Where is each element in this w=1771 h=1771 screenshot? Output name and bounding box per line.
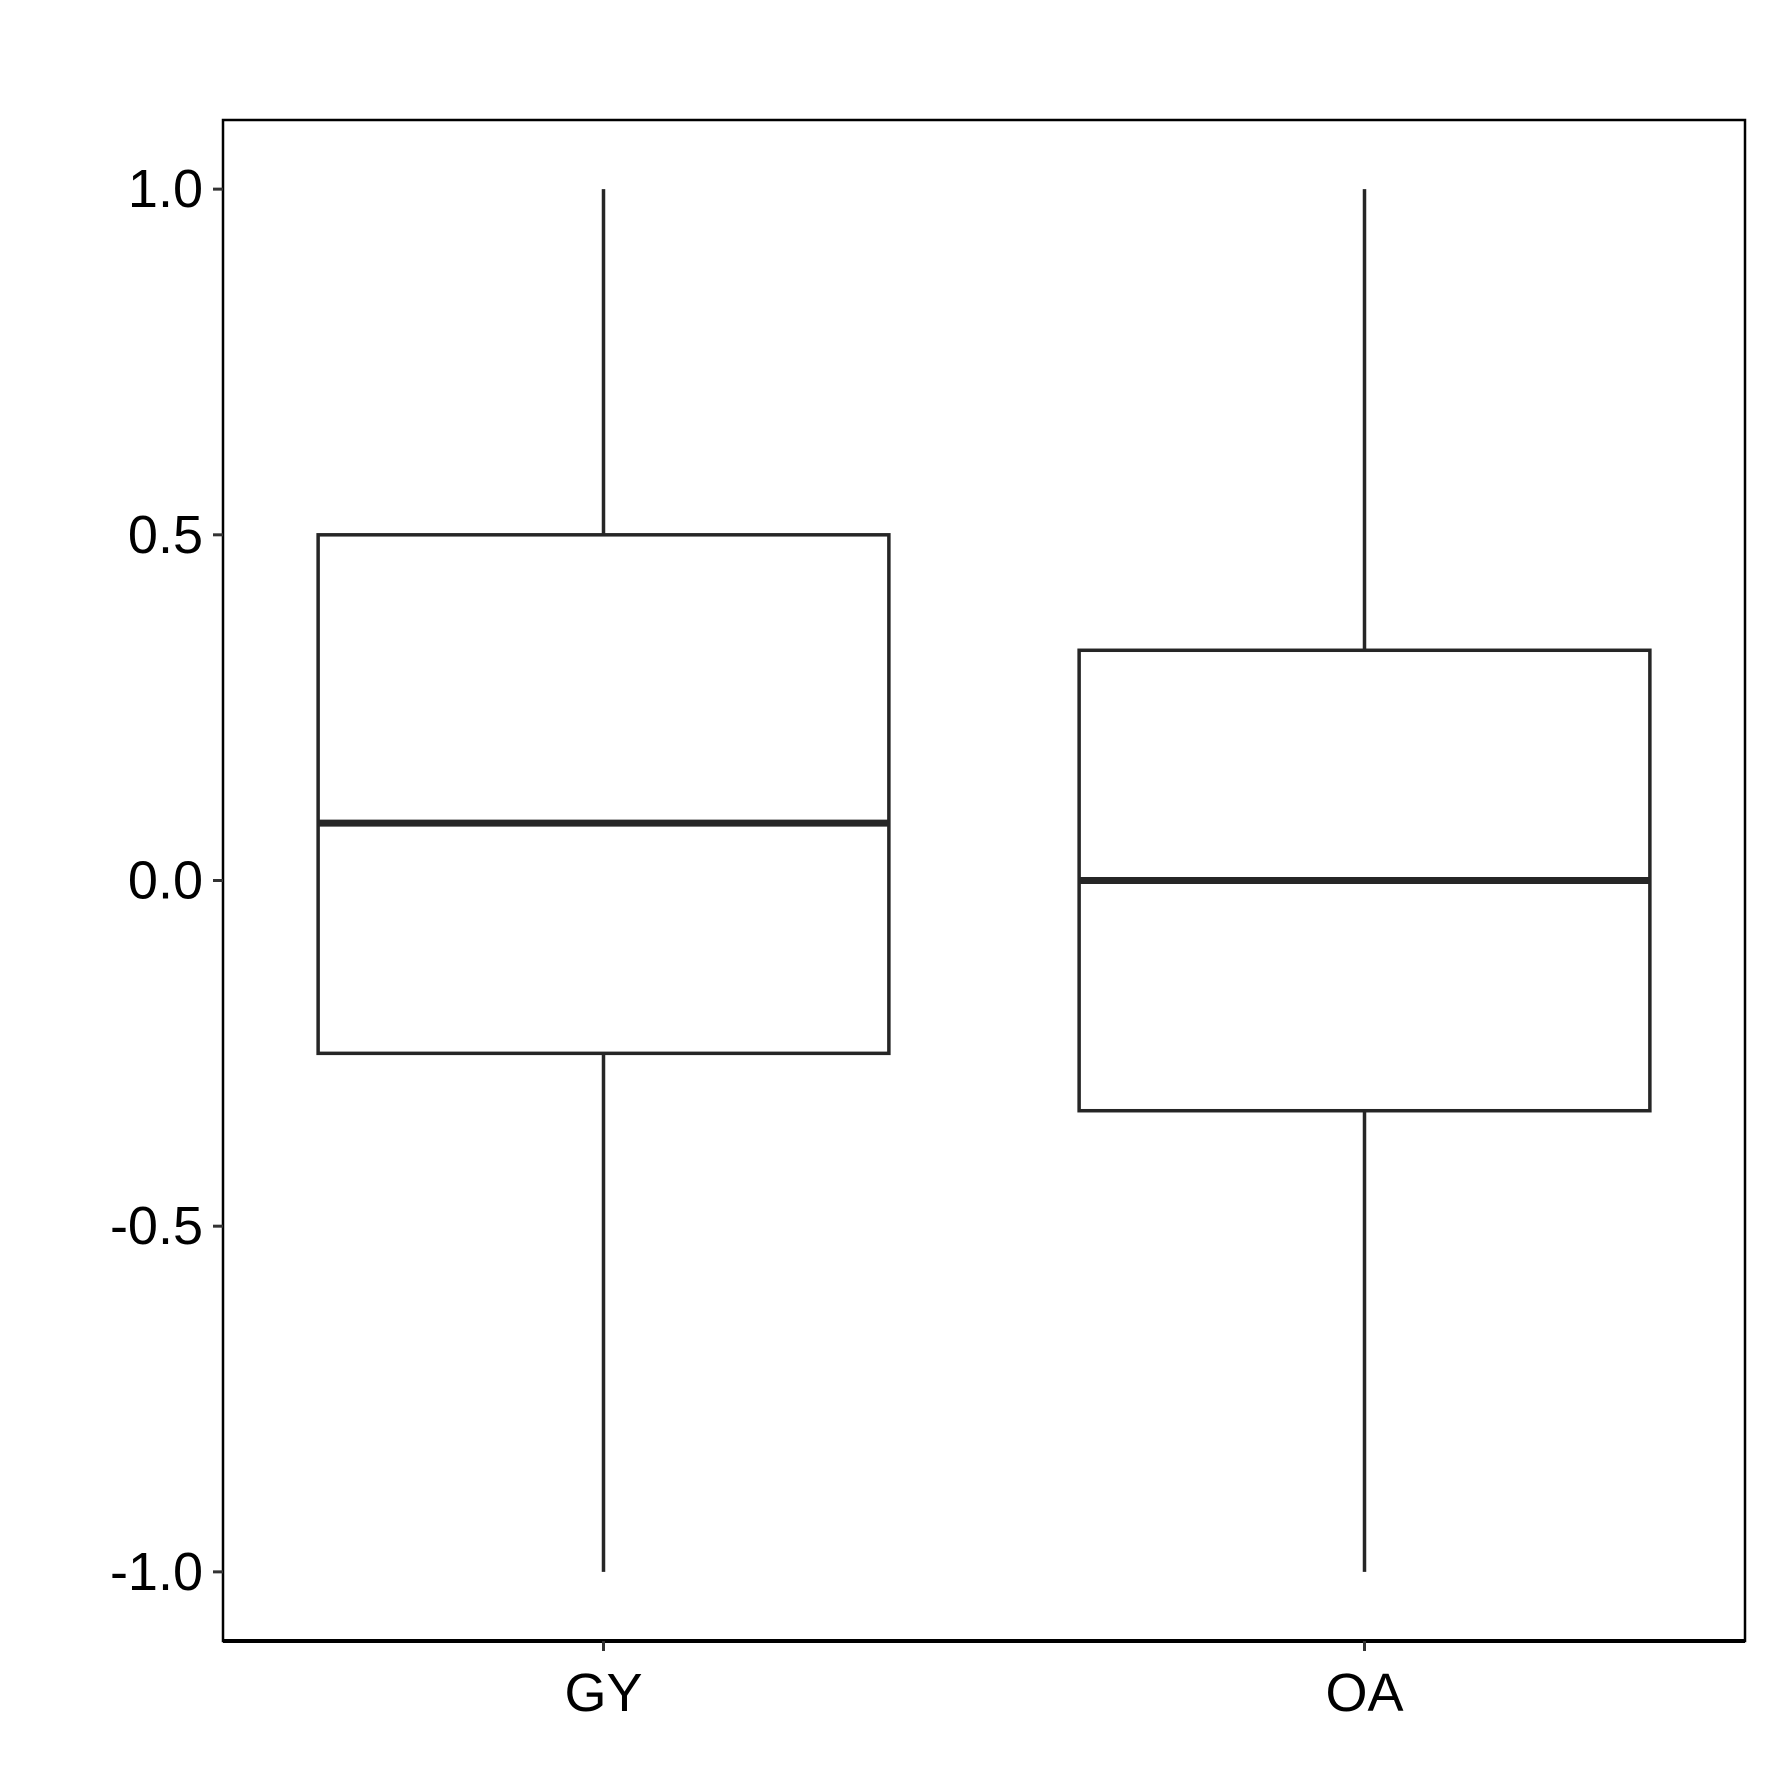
y-tick-label: -1.0 <box>110 1542 203 1602</box>
interquartile-box <box>316 533 891 1056</box>
x-tick-label: OA <box>1325 1663 1403 1723</box>
box-oa <box>1077 189 1652 1572</box>
y-tick-label: 0.0 <box>128 851 203 911</box>
y-axis: 1.0 0.5 0.0 -0.5 -1.0 <box>110 159 223 1602</box>
x-axis: GY OA <box>564 1641 1404 1723</box>
y-tick-label: -0.5 <box>110 1196 203 1256</box>
y-tick-label: 0.5 <box>128 505 203 565</box>
y-tick-label: 1.0 <box>128 159 203 219</box>
x-tick-label: GY <box>564 1663 642 1723</box>
box-gy <box>316 189 891 1572</box>
boxes-layer <box>316 189 1652 1572</box>
